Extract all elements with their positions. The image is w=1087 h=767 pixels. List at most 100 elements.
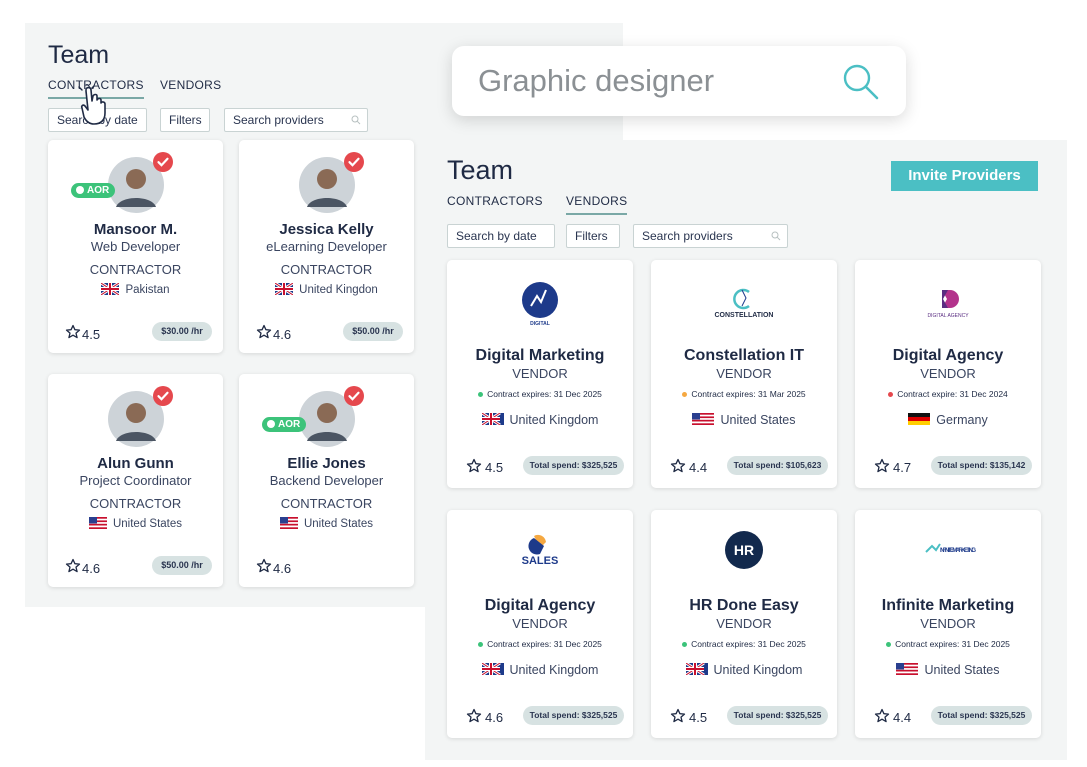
type: VENDOR (512, 366, 568, 381)
type: CONTRACTOR (280, 496, 373, 511)
name: Ellie Jones (287, 455, 366, 472)
flag (100, 281, 121, 297)
verified-badge (344, 386, 364, 406)
flag (480, 661, 504, 677)
logo-text: SALES (522, 555, 559, 567)
badge-dot (76, 186, 84, 194)
type: CONTRACTOR (280, 262, 373, 277)
country-name: United Kingdom (509, 663, 599, 677)
rating: 4.4 (689, 460, 708, 475)
country: United Kingdom (447, 411, 633, 427)
star-icon (256, 324, 272, 339)
rate: $50.00 /hr (152, 556, 212, 575)
country-name: United States (112, 518, 183, 530)
star-icon (670, 708, 686, 723)
vendor-card[interactable]: DIGITAL Digital Marketing VENDOR Contract e… (447, 260, 633, 488)
rating: 4.6 (485, 710, 504, 725)
verified-badge (153, 386, 173, 406)
vendor-logo: HR (725, 531, 763, 569)
rating: 4.6 (273, 561, 292, 576)
name: Infinite Marketing (881, 597, 1015, 614)
star-icon (670, 458, 686, 473)
rating: 4.5 (82, 327, 101, 342)
logo-text: DIGITAL (530, 321, 550, 327)
avatar (299, 157, 355, 213)
vendor-card[interactable]: CONSTELLATION Constellation IT VENDOR Contr… (651, 260, 837, 488)
contract: Contract expire: 31 Dec 2024 (855, 389, 1041, 399)
flag (88, 517, 107, 529)
total-spend: Total spend: $325,525 (727, 706, 828, 725)
flag (692, 413, 715, 425)
logo-text: DIGITAL AGENCY (927, 313, 969, 319)
country-name: Germany (936, 413, 988, 427)
rating: 4.6 (82, 561, 101, 576)
vendor-card[interactable]: SALES Digital Agency VENDOR Contract expire… (447, 510, 633, 738)
contractor-card[interactable]: Jessica Kelly eLearning Developer CONTRACT… (239, 140, 414, 353)
name: Constellation IT (684, 347, 804, 364)
type: VENDOR (716, 616, 772, 631)
search-icon (351, 115, 361, 125)
role: Project Coordinator (79, 473, 192, 488)
vendor-card[interactable]: INFINITE MARKETING Infinite Marketing VEND… (855, 510, 1041, 738)
tab[interactable]: VENDORS (566, 194, 628, 215)
search-icon (843, 64, 879, 100)
country: United Kingdon (239, 281, 414, 297)
vendor-card[interactable]: HR HR Done Easy VENDOR Contract expires: 31… (651, 510, 837, 738)
avatar (108, 391, 164, 447)
verified-badge (344, 152, 364, 172)
vendors-panel: Team CONTRACTORS VENDORS Search by date Filt… (425, 140, 1067, 760)
title: Team (447, 155, 514, 185)
type: VENDOR (920, 616, 976, 631)
contract: Contract expires: 31 Dec 2025 (447, 389, 633, 399)
country: United Kingdom (651, 661, 837, 677)
filter-button[interactable]: Search providers (633, 224, 788, 248)
country-name: United Kingdom (509, 413, 599, 427)
filter-button[interactable]: Filters (566, 224, 620, 248)
logo-text: INFINITE MARKETING (940, 548, 976, 554)
invite-button[interactable]: Invite Providers (891, 161, 1038, 191)
rating: 4.5 (485, 460, 504, 475)
contract: Contract expires: 31 Mar 2025 (651, 389, 837, 399)
country-name: United States (303, 518, 374, 530)
vendor-logo: DIGITAL (522, 282, 558, 327)
search-bar[interactable]: Graphic designer (452, 46, 906, 116)
name: HR Done Easy (689, 597, 799, 614)
name: Alun Gunn (97, 455, 174, 472)
name: Digital Agency (484, 597, 596, 614)
contractor-card[interactable]: Alun Gunn Project Coordinator CONTRACTOR Un… (48, 374, 223, 587)
contractor-card[interactable]: AOR Ellie Jones Backend Developer CONTRACTO… (239, 374, 414, 587)
vendor-logo: DIGITAL AGENCY (927, 290, 969, 319)
contractor-card[interactable]: AOR Mansoor M. Web Developer CONTRACTOR Paki… (48, 140, 223, 353)
country-name: United States (720, 413, 796, 427)
contract-text: Contract expire: 31 Dec 2024 (897, 389, 1008, 399)
star-icon (65, 558, 81, 573)
avatar (299, 391, 355, 447)
filter-button[interactable]: Search providers (224, 108, 368, 132)
vendor-logo: CONSTELLATION (715, 288, 774, 319)
type: CONTRACTOR (89, 496, 182, 511)
role: Web Developer (90, 239, 181, 254)
filter-button[interactable]: Search by date (447, 224, 555, 248)
flag (896, 663, 919, 675)
country: United States (239, 517, 414, 530)
total-spend: Total spend: $325,525 (523, 706, 624, 725)
avatar (108, 157, 164, 213)
badge-dot (267, 420, 275, 428)
logo-text: CONSTELLATION (715, 312, 774, 319)
star-icon (466, 458, 482, 473)
total-spend: Total spend: $325,525 (523, 456, 624, 475)
star-icon (466, 708, 482, 723)
country: United States (48, 517, 223, 530)
role: Backend Developer (269, 473, 384, 488)
aor-badge: AOR (262, 417, 307, 432)
contract-text: Contract expires: 31 Mar 2025 (691, 389, 806, 399)
vendor-logo: SALES (522, 534, 559, 567)
tab[interactable]: VENDORS (160, 78, 222, 92)
country: Germany (855, 413, 1041, 427)
rate: $30.00 /hr (152, 322, 212, 341)
status-dot (682, 642, 688, 647)
vendor-card[interactable]: DIGITAL AGENCY Digital Agency VENDOR Contra… (855, 260, 1041, 488)
filter-button[interactable]: Filters (160, 108, 210, 132)
tab[interactable]: CONTRACTORS (447, 194, 543, 208)
